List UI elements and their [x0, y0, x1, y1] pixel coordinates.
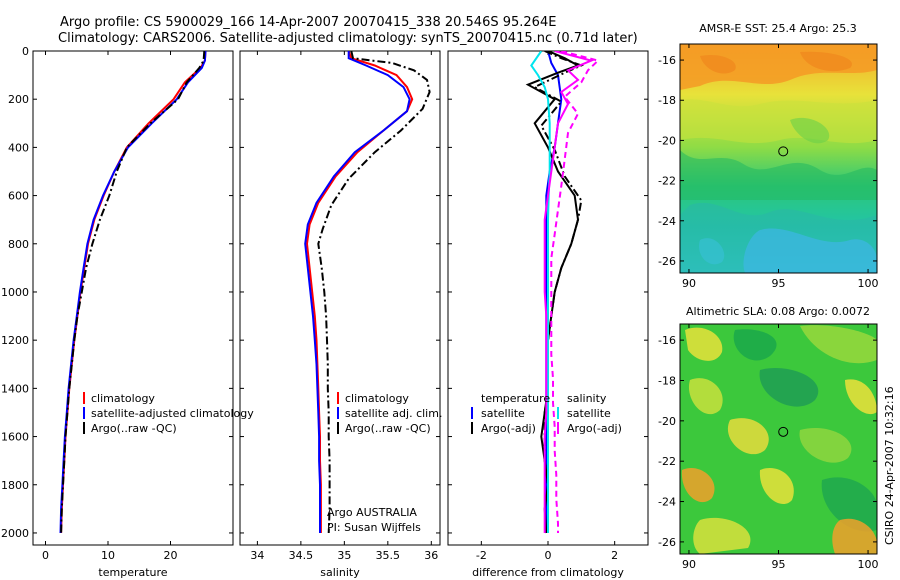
y-tick-label: 600	[8, 190, 29, 203]
x-tick-label: -2	[476, 549, 487, 562]
plot-frame	[239, 50, 441, 546]
difference-profile-panel: -2 0 2 difference from climatology	[447, 50, 649, 579]
y-tick-label: 1000	[1, 286, 29, 299]
legend-label: Argo(-adj)	[567, 422, 622, 435]
x-tick-label: 10	[101, 549, 115, 562]
side-stamp: CSIRO 24-Apr-2007 10:32:16	[883, 386, 896, 545]
y-tick-label: -24	[658, 496, 676, 509]
argo-location-marker	[778, 426, 789, 437]
legend-label: Argo(-adj)	[481, 422, 536, 435]
x-tick-label: 34.5	[289, 549, 314, 562]
y-tick-label: -18	[658, 374, 676, 387]
x-tick-label: 34	[250, 549, 264, 562]
y-tick-label: 1600	[1, 431, 29, 444]
y-tick-label: -20	[658, 415, 676, 428]
y-tick-label: -22	[658, 175, 676, 188]
sla-map-image	[680, 324, 877, 554]
salinity-profile-panel: 34 34.5 35 35.5 36 salinity	[239, 50, 441, 579]
series-line	[60, 51, 206, 534]
y-tick-label: -16	[658, 334, 676, 347]
sst-map-title: AMSR-E SST: 25.4 Argo: 25.3	[699, 22, 857, 35]
sla-map-panel: Altimetric SLA: 0.08 Argo: 0.0072 90 95 10…	[658, 305, 879, 571]
legend-label: climatology	[91, 392, 155, 405]
y-tick-label: 1400	[1, 382, 29, 395]
x-tick-label: 20	[164, 549, 178, 562]
series-lines	[525, 51, 600, 534]
y-tick-label: -18	[658, 94, 676, 107]
sla-map-title: Altimetric SLA: 0.08 Argo: 0.0072	[686, 305, 870, 318]
y-tick-label: 1800	[1, 479, 29, 492]
y-tick-label: 1200	[1, 334, 29, 347]
y-tick-label: 2000	[1, 527, 29, 540]
y-tick-label: 200	[8, 93, 29, 106]
x-tick-label: 0	[42, 549, 49, 562]
legend-label: satellite adj. clim.	[345, 407, 442, 420]
legend: temperature satellite Argo(-adj) salinity sa…	[471, 392, 622, 435]
series-line	[545, 51, 563, 533]
x-tick-label: 100	[858, 277, 879, 290]
x-axis-label: difference from climatology	[472, 566, 624, 579]
x-tick-label: 90	[682, 277, 696, 290]
x-tick-label: 35.5	[376, 549, 401, 562]
legend: climatology satellite-adjusted climatolog…	[83, 392, 254, 435]
header-line1: Argo profile: CS 5900029_166 14-Apr-2007…	[60, 15, 556, 30]
legend: climatology satellite adj. clim. Argo(..ra…	[337, 392, 442, 435]
credit-line1: Argo AUSTRALIA	[327, 506, 417, 519]
series-line	[525, 51, 581, 534]
temperature-profile-panel: 0 10 2002004006008001000120014001600180020…	[1, 45, 234, 579]
y-tick-label: -24	[658, 215, 676, 228]
series-line	[317, 51, 431, 534]
plot-frame	[32, 50, 234, 546]
y-tick-label: 400	[8, 141, 29, 154]
series-lines	[304, 51, 431, 534]
x-tick-label: 90	[682, 558, 696, 571]
x-tick-label: 2	[611, 549, 618, 562]
series-line	[305, 51, 414, 533]
sst-map-image	[680, 44, 877, 273]
series-line	[550, 51, 600, 533]
x-axis-label: temperature	[98, 566, 167, 579]
x-tick-label: 95	[772, 558, 786, 571]
y-tick-label: -16	[658, 54, 676, 67]
legend-heading: salinity	[567, 392, 607, 405]
y-tick-label: -26	[658, 255, 676, 268]
x-tick-label: 100	[858, 558, 879, 571]
legend-heading: temperature	[481, 392, 550, 405]
credit-line2: PI: Susan Wijffels	[327, 521, 421, 534]
x-tick-label: 36	[424, 549, 438, 562]
argo-location-marker	[778, 146, 789, 157]
sst-map-panel: AMSR-E SST: 25.4 Argo: 25.3 90 95 100 -16 -1…	[658, 22, 879, 290]
y-tick-label: -22	[658, 455, 676, 468]
legend-label: Argo(..raw -QC)	[91, 422, 177, 435]
legend-label: climatology	[345, 392, 409, 405]
y-tick-label: 800	[8, 238, 29, 251]
legend-label: satellite	[567, 407, 611, 420]
x-tick-label: 0	[545, 549, 552, 562]
y-tick-label: 0	[22, 45, 29, 58]
series-lines	[59, 51, 207, 534]
legend-label: Argo(..raw -QC)	[345, 422, 431, 435]
legend-label: satellite-adjusted climatology	[91, 407, 254, 420]
series-line	[304, 51, 411, 533]
x-axis-label: salinity	[320, 566, 360, 579]
header-line2: Climatology: CARS2006. Satellite-adjuste…	[58, 31, 638, 46]
x-tick-label: 95	[772, 277, 786, 290]
legend-label: satellite	[481, 407, 525, 420]
series-line	[530, 51, 551, 533]
series-line	[543, 51, 595, 533]
x-tick-label: 35	[337, 549, 351, 562]
y-tick-label: -20	[658, 134, 676, 147]
y-tick-label: -26	[658, 536, 676, 549]
